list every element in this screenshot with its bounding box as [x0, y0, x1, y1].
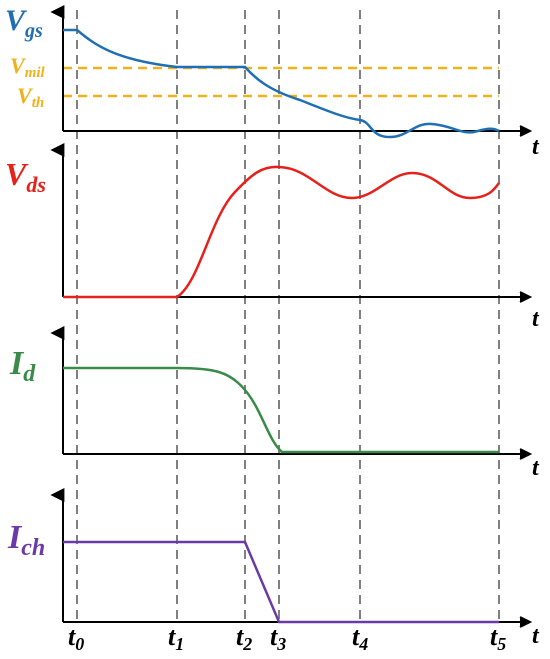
vgs-axis-t-label: t [532, 134, 540, 160]
axes [50, 5, 533, 628]
vmil-label: Vmil [10, 53, 46, 81]
vth-label: Vth [17, 83, 44, 111]
vds-x-arrow [519, 291, 533, 303]
ich-label: Ich [7, 519, 45, 561]
t4-label: t4 [352, 622, 368, 654]
ich-axis-t-label: t [532, 623, 540, 649]
id-label: Id [9, 345, 36, 387]
time-marker-lines [76, 10, 500, 622]
vds-label: Vds [5, 156, 46, 197]
ich-x-arrow [519, 616, 533, 628]
vds-waveform [63, 165, 501, 299]
t5-label: t5 [490, 622, 506, 654]
t2-label: t2 [236, 622, 252, 654]
id-x-arrow [519, 448, 533, 460]
t3-label: t3 [270, 622, 286, 654]
t0-label: t0 [68, 622, 84, 654]
id-axis-t-label: t [532, 455, 540, 481]
vgs-waveform [63, 28, 500, 139]
vgs-label: Vgs [5, 4, 43, 42]
vds-axis-t-label: t [532, 306, 540, 332]
id-waveform [63, 366, 499, 454]
vgs-x-arrow [519, 125, 533, 137]
t1-label: t1 [168, 622, 184, 654]
ich-waveform [63, 540, 499, 624]
